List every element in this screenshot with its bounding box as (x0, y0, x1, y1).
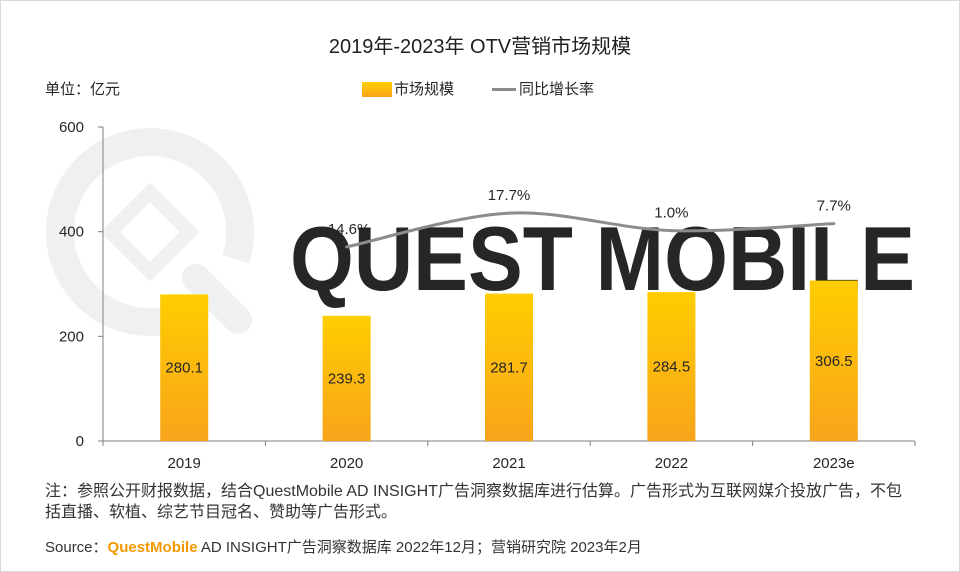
x-tick-label-2021: 2021 (492, 455, 525, 472)
bar-label-2021: 281.7 (490, 359, 528, 376)
legend-bar-label: 市场规模 (394, 81, 455, 98)
legend-bar-swatch (362, 82, 392, 97)
legend-line-label: 同比增长率 (519, 81, 595, 98)
bar-2020 (322, 315, 371, 441)
y-tick-label-600: 600 (59, 119, 84, 136)
bar-label-2019: 280.1 (165, 360, 203, 377)
source-brand: QuestMobile (107, 539, 198, 556)
source-rest: AD INSIGHT广告洞察数据库 2022年12月；营销研究院 2023年2月 (197, 539, 642, 556)
x-tick-label-2022: 2022 (655, 455, 688, 472)
x-tick-label-2020: 2020 (330, 455, 363, 472)
growth-label-2022: 1.0% (654, 205, 688, 222)
bar-2022 (647, 292, 696, 441)
x-tick-label-2019: 2019 (168, 455, 201, 472)
logo-tail (182, 264, 252, 334)
unit-label: 单位：亿元 (45, 81, 121, 98)
logo-diamond (100, 182, 200, 282)
source-line: Source：QuestMobile AD INSIGHT广告洞察数据库 202… (45, 537, 642, 559)
chart-title: 2019年-2023年 OTV营销市场规模 (328, 36, 632, 58)
y-tick-label-200: 200 (59, 328, 84, 345)
bar-label-2020: 239.3 (328, 370, 366, 387)
y-tick-label-400: 400 (59, 224, 84, 241)
bar-2021 (485, 293, 533, 441)
footnote: 注：参照公开财报数据，结合QuestMobile AD INSIGHT广告洞察数… (45, 483, 902, 521)
x-tick-label-2023e: 2023e (813, 455, 855, 472)
growth-rate-line (345, 211, 836, 249)
growth-label-2021: 17.7% (488, 187, 531, 204)
growth-label-2023e: 7.7% (817, 198, 851, 215)
legend-line-swatch (492, 88, 516, 91)
plot-area: 280.1 239.3 281.7 284.5 306.5 -14.6% 17.7% 1.0%… (160, 187, 858, 441)
bar-label-2023e: 306.5 (815, 353, 853, 370)
bar-2023e (809, 280, 858, 441)
bar-label-2022: 284.5 (653, 359, 691, 376)
y-tick-label-0: 0 (76, 433, 84, 450)
growth-label-2020: -14.6% (323, 221, 371, 238)
axes: 0 200 400 600 2019 2020 2021 2022 2023e (59, 119, 916, 472)
bar-2019 (160, 294, 209, 441)
source-prefix: Source： (45, 539, 108, 556)
